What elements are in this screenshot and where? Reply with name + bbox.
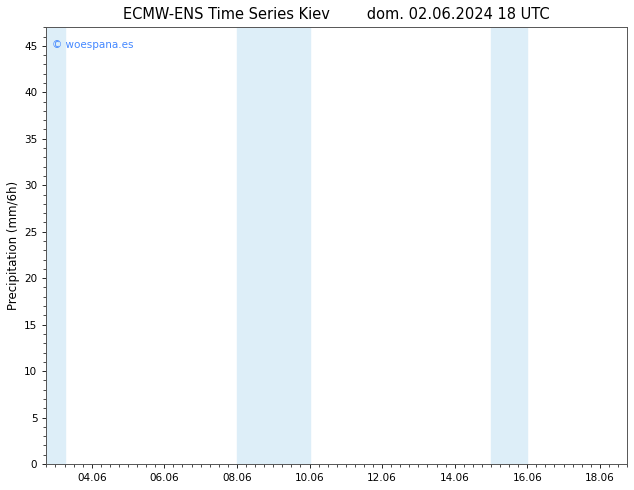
- Text: © woespana.es: © woespana.es: [52, 40, 134, 50]
- Bar: [491, 27, 527, 464]
- Bar: [237, 27, 309, 464]
- Y-axis label: Precipitation (mm/6h): Precipitation (mm/6h): [7, 181, 20, 310]
- Title: ECMW-ENS Time Series Kiev        dom. 02.06.2024 18 UTC: ECMW-ENS Time Series Kiev dom. 02.06.202…: [124, 7, 550, 22]
- Bar: [46, 27, 65, 464]
